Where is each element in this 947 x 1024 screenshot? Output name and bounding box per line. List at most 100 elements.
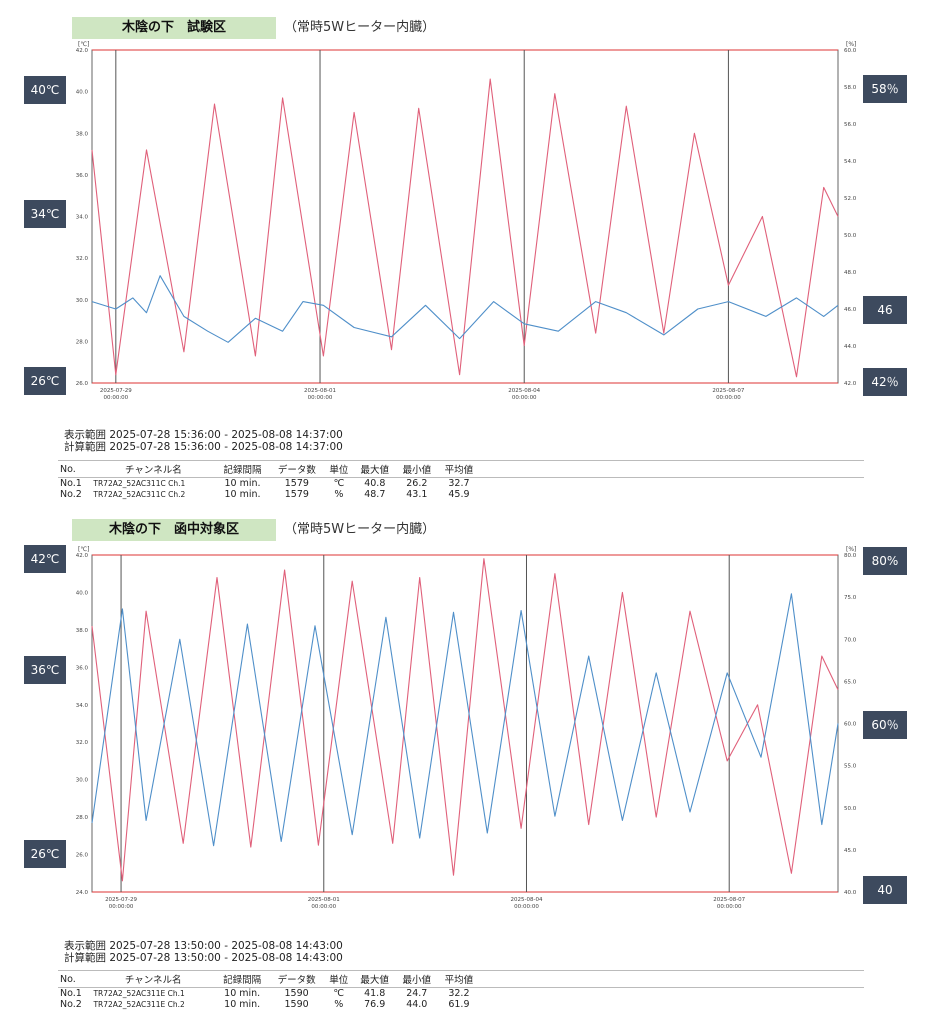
panel-title: 木陰の下 函中対象区: [72, 519, 276, 541]
badge-left-high: 40℃: [24, 76, 66, 104]
right-axis-unit: [%]: [846, 41, 856, 48]
x-tick-time: 00:00:00: [311, 904, 336, 910]
left-tick-label: 38.0: [76, 131, 89, 137]
badge-right-mid: 60％: [863, 711, 907, 739]
right-tick-label: 54.0: [844, 159, 857, 165]
cell-avg: 32.2: [448, 988, 470, 999]
series-humidity-line: [91, 275, 839, 343]
right-tick-label: 40.0: [844, 890, 857, 896]
x-tick-time: 00:00:00: [717, 904, 742, 910]
col-count: データ数: [269, 970, 324, 988]
cell-unit: %: [334, 999, 344, 1010]
panel-test-area: 木陰の下 試験区 （常時5Wヒーター内臓） [℃] [%] 26.0 28.0 30.0…: [0, 0, 947, 500]
col-unit: 単位: [323, 970, 354, 988]
panel-note: （常時5Wヒーター内臓）: [284, 20, 436, 35]
cell-spacer: [480, 999, 864, 1010]
cell-no: No.2: [60, 489, 82, 500]
badge-right-high: 58％: [863, 75, 907, 103]
cell-spacer: [480, 988, 864, 1000]
col-min: 最小値: [395, 970, 438, 988]
x-tick-date: 2025-08-07: [713, 897, 745, 903]
series-humidity-line: [91, 593, 839, 847]
left-tick-label: 30.0: [76, 298, 89, 304]
col-channel: チャンネル名: [91, 970, 215, 988]
x-tick-time: 00:00:00: [308, 395, 333, 401]
chart-test-area: [℃] [%] 26.0 28.0 30.0 32.0 34.0 36.0 38.0 40.0 42…: [76, 41, 857, 401]
x-tick-date: 2025-07-29: [100, 388, 132, 394]
table-row: No.1 TR72A2_52AC311C Ch.1 10 min. 1579 ℃…: [58, 478, 864, 490]
right-tick-label: 50.0: [844, 233, 857, 239]
col-interval: 記録間隔: [214, 970, 270, 988]
badge-left-mid: 34℃: [24, 200, 66, 228]
cell-unit: %: [334, 489, 344, 500]
x-tick-date: 2025-07-29: [105, 897, 137, 903]
left-tick-label: 34.0: [76, 703, 89, 709]
panel-note: （常時5Wヒーター内臓）: [284, 522, 436, 537]
display-range: 表示範囲 2025-07-28 15:36:00 - 2025-08-08 14…: [64, 429, 343, 441]
cell-no: No.1: [60, 988, 82, 999]
cell-min: 43.1: [406, 489, 428, 500]
left-tick-label: 42.0: [76, 553, 89, 559]
cell-unit: ℃: [333, 478, 345, 489]
right-tick-label: 42.0: [844, 381, 857, 387]
left-tick-label: 26.0: [76, 853, 89, 859]
badge-left-mid: 36℃: [24, 656, 66, 684]
left-tick-label: 24.0: [76, 890, 89, 896]
right-tick-label: 52.0: [844, 196, 857, 202]
cell-max: 40.8: [364, 478, 386, 489]
stats-header-row: No. チャンネル名 記録間隔 データ数 単位 最大値 最小値 平均値: [58, 970, 864, 988]
right-tick-label: 58.0: [844, 85, 857, 91]
right-tick-label: 70.0: [844, 637, 857, 643]
col-no: No.: [58, 460, 92, 478]
left-axis-unit: [℃]: [78, 546, 89, 553]
right-tick-label: 46.0: [844, 307, 857, 313]
cell-interval: 10 min.: [224, 478, 261, 489]
left-tick-label: 38.0: [76, 628, 89, 634]
col-no: No.: [58, 970, 92, 988]
left-tick-label: 34.0: [76, 215, 89, 221]
stats-header-row: No. チャンネル名 記録間隔 データ数 単位 最大値 最小値 平均値: [58, 460, 864, 478]
badge-right-mid: 46: [863, 296, 907, 324]
badge-left-low: 26℃: [24, 840, 66, 868]
calc-range: 計算範囲 2025-07-28 15:36:00 - 2025-08-08 14…: [64, 441, 343, 453]
left-axis-unit: [℃]: [78, 41, 89, 48]
cell-avg: 45.9: [448, 489, 470, 500]
left-tick-label: 40.0: [76, 590, 89, 596]
table-row: No.2 TR72A2_52AC311E Ch.2 10 min. 1590 %…: [58, 999, 864, 1010]
cell-no: No.2: [60, 999, 82, 1010]
left-tick-label: 42.0: [76, 48, 89, 54]
x-tick-time: 00:00:00: [103, 395, 128, 401]
cell-avg: 32.7: [448, 478, 470, 489]
left-tick-label: 26.0: [76, 381, 89, 387]
left-tick-label: 40.0: [76, 90, 89, 96]
plot-frame: [91, 554, 839, 893]
right-tick-label: 44.0: [844, 344, 857, 350]
cell-min: 26.2: [406, 478, 428, 489]
badge-left-high: 42℃: [24, 545, 66, 573]
cell-max: 48.7: [364, 489, 386, 500]
badge-right-low: 42％: [863, 368, 907, 396]
x-tick-date: 2025-08-07: [712, 388, 744, 394]
left-tick-label: 28.0: [76, 339, 89, 345]
col-channel: チャンネル名: [91, 460, 216, 478]
col-interval: 記録間隔: [215, 460, 270, 478]
left-tick-label: 32.0: [76, 740, 89, 746]
left-tick-label: 28.0: [76, 815, 89, 821]
right-tick-label: 50.0: [844, 806, 857, 812]
x-tick-time: 00:00:00: [716, 395, 741, 401]
right-axis-unit: [%]: [846, 546, 856, 553]
cell-interval: 10 min.: [224, 999, 261, 1010]
right-tick-label: 48.0: [844, 270, 857, 276]
cell-no: No.1: [60, 478, 82, 489]
chart-control-area: [℃] [%] 24.0 26.0 28.0 30.0 32.0 34.0 36.0 38.0 40…: [76, 546, 857, 910]
right-tick-label: 60.0: [844, 722, 857, 728]
x-tick-date: 2025-08-04: [508, 388, 540, 394]
table-row: No.1 TR72A2_52AC311E Ch.1 10 min. 1590 ℃…: [58, 988, 864, 1000]
left-tick-label: 30.0: [76, 778, 89, 784]
cell-min: 24.7: [406, 988, 428, 999]
panel-title: 木陰の下 試験区: [72, 17, 276, 39]
cell-channel: TR72A2_52AC311E Ch.1: [93, 989, 185, 998]
col-count: データ数: [269, 460, 325, 478]
calc-range: 計算範囲 2025-07-28 13:50:00 - 2025-08-08 14…: [64, 952, 343, 964]
right-tick-label: 55.0: [844, 764, 857, 770]
